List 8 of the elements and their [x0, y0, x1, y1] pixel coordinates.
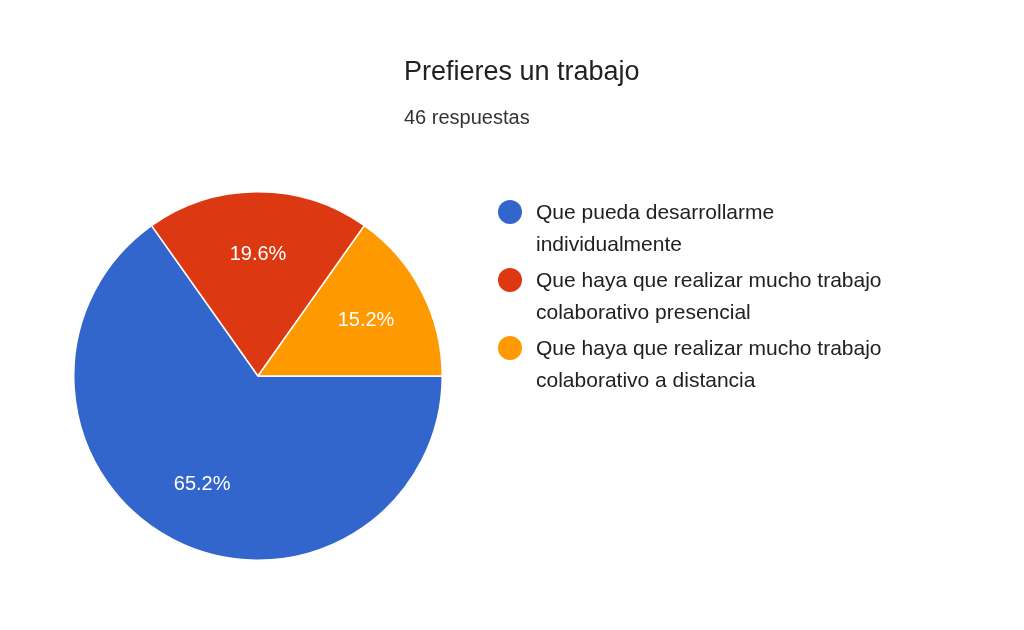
data-label: 15.2% [337, 307, 395, 330]
data-label: 19.6% [229, 241, 287, 264]
legend-label: Que pueda desarrollarme individualmente [536, 199, 776, 257]
data-label: 65.2% [173, 471, 231, 494]
chart-subtitle: 46 respuestas [404, 106, 530, 129]
legend-label: Que haya que realizar mucho trabajo colaborativo presencial [536, 267, 883, 325]
chart-title: Prefieres un trabajo [404, 56, 640, 87]
legend-label: Que haya que realizar mucho trabajo colaborativo a distancia [536, 335, 883, 393]
